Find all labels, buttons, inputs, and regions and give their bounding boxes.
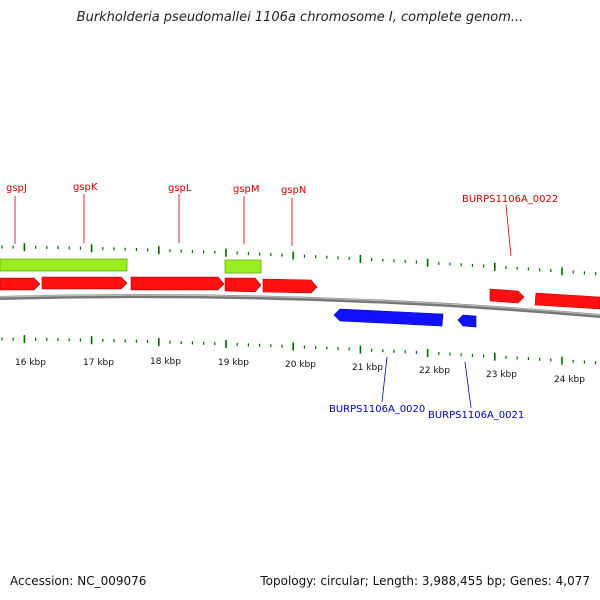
gene-label-gspM[interactable]: gspM xyxy=(233,184,260,195)
gene-arrow-gspM[interactable] xyxy=(224,277,262,293)
gene-label-gspN[interactable]: gspN xyxy=(281,185,306,196)
scale-label-19kbp: 19 kbp xyxy=(218,358,249,368)
map-title: Burkholderia pseudomallei 1106a chromoso… xyxy=(76,10,524,25)
gene-arrow-gspJ[interactable] xyxy=(0,277,41,291)
scale-label-17kbp: 17 kbp xyxy=(83,358,114,368)
gene-arrow-gspL[interactable] xyxy=(130,276,225,291)
gene-arrow-BURPS1106A_0020[interactable] xyxy=(333,308,444,327)
scale-label-24kbp: 24 kbp xyxy=(554,375,585,385)
gene-label-gspJ[interactable]: gspJ xyxy=(6,183,27,194)
genome-summary: Topology: circular; Length: 3,988,455 bp… xyxy=(260,574,590,588)
gene-label-BURPS1106A_0022[interactable]: BURPS1106A_0022 xyxy=(462,194,558,205)
gene-arrow-BURPS1106A_0022-a[interactable] xyxy=(489,288,525,304)
scale-label-22kbp: 22 kbp xyxy=(419,366,450,376)
accession-label: Accession: NC_009076 xyxy=(10,574,147,588)
scale-label-23kbp: 23 kbp xyxy=(486,370,517,380)
feature-green-1[interactable] xyxy=(0,258,128,272)
gene-arrow-BURPS1106A_0022-b[interactable] xyxy=(534,292,600,310)
gene-label-BURPS1106A_0021[interactable]: BURPS1106A_0021 xyxy=(428,410,524,421)
scale-label-20kbp: 20 kbp xyxy=(285,360,316,370)
gene-arrow-gspK[interactable] xyxy=(41,276,128,290)
gene-label-gspL[interactable]: gspL xyxy=(168,183,192,194)
tick-marks-bottom xyxy=(1,335,597,365)
gene-arrow-BURPS1106A_0021[interactable] xyxy=(457,314,477,328)
gene-label-BURPS1106A_0020[interactable]: BURPS1106A_0020 xyxy=(329,404,425,415)
gene-label-gspK[interactable]: gspK xyxy=(73,182,98,193)
chromosome-backbone xyxy=(0,294,600,318)
tick-marks-top xyxy=(1,243,597,276)
feature-green-2[interactable] xyxy=(224,259,262,274)
scale-label-21kbp: 21 kbp xyxy=(352,363,383,373)
scale-label-18kbp: 18 kbp xyxy=(150,357,181,367)
scale-label-16kbp: 16 kbp xyxy=(15,358,46,368)
gene-arrow-gspN[interactable] xyxy=(262,278,318,294)
